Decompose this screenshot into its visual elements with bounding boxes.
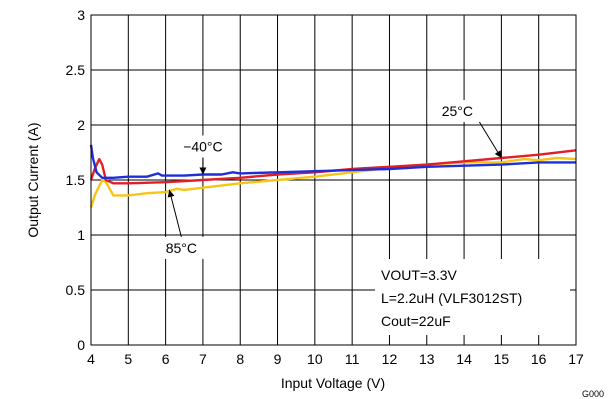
- series-line: [89, 144, 576, 179]
- x-tick-label: 9: [274, 351, 282, 367]
- y-tick-label: 0: [77, 337, 85, 353]
- x-tick-label: 15: [494, 351, 510, 367]
- plot-frame: [90, 14, 577, 346]
- annotation-arrow: [478, 121, 502, 159]
- x-tick-label: 7: [199, 351, 207, 367]
- x-tick-label: 8: [236, 351, 244, 367]
- y-tick-label: 0.5: [66, 282, 86, 298]
- x-tick-label: 14: [456, 351, 472, 367]
- condition-line-3: Cout=22uF: [381, 313, 451, 329]
- annotation-arrow: [168, 189, 182, 238]
- y-axis-label: Output Current (A): [25, 122, 41, 237]
- series-line: [89, 149, 577, 185]
- x-tick-label: 10: [307, 351, 323, 367]
- y-tick-label: 2: [77, 117, 85, 133]
- x-tick-label: 5: [124, 351, 132, 367]
- x-tick-labels: 4 5 6 7 8 9 10 11 12 13 14 15 16 17: [87, 351, 584, 367]
- series-lines: [89, 144, 577, 208]
- y-tick-label: 3: [77, 7, 85, 23]
- condition-line-1: VOUT=3.3V: [381, 267, 458, 283]
- y-tick-label: 2.5: [66, 62, 86, 78]
- condition-line-2: L=2.2uH (VLF3012ST): [381, 290, 522, 306]
- annotation-label: 25°C: [442, 103, 473, 119]
- y-tick-label: 1: [77, 227, 85, 243]
- x-tick-label: 17: [568, 351, 584, 367]
- figure-id: G000: [582, 389, 604, 399]
- x-tick-label: 4: [87, 351, 95, 367]
- annotation-arrowhead: [199, 167, 207, 175]
- x-axis-label: Input Voltage (V): [281, 375, 385, 391]
- annotation-box: [146, 236, 217, 259]
- annotation-box: [427, 100, 488, 122]
- conditions-box: VOUT=3.3V L=2.2uH (VLF3012ST) Cout=22uF: [375, 259, 570, 335]
- x-tick-label: 6: [162, 351, 170, 367]
- annotation-arrowhead: [494, 150, 502, 158]
- y-tick-labels: 0 0.5 1 1.5 2 2.5 3: [66, 7, 86, 353]
- annotation-box: [167, 135, 238, 158]
- annotation-label: −40°C: [183, 139, 222, 155]
- series-line: [89, 156, 577, 208]
- annotation-label: 85°C: [166, 240, 197, 256]
- conditions-box-bg: [375, 259, 570, 335]
- x-tick-label: 12: [382, 351, 398, 367]
- annotations: −40°C 25°C 85°C: [146, 100, 502, 259]
- x-tick-label: 11: [345, 351, 360, 367]
- y-tick-label: 1.5: [66, 172, 86, 188]
- x-tick-label: 16: [531, 351, 547, 367]
- annotation-arrowhead: [167, 189, 175, 198]
- x-tick-label: 13: [419, 351, 435, 367]
